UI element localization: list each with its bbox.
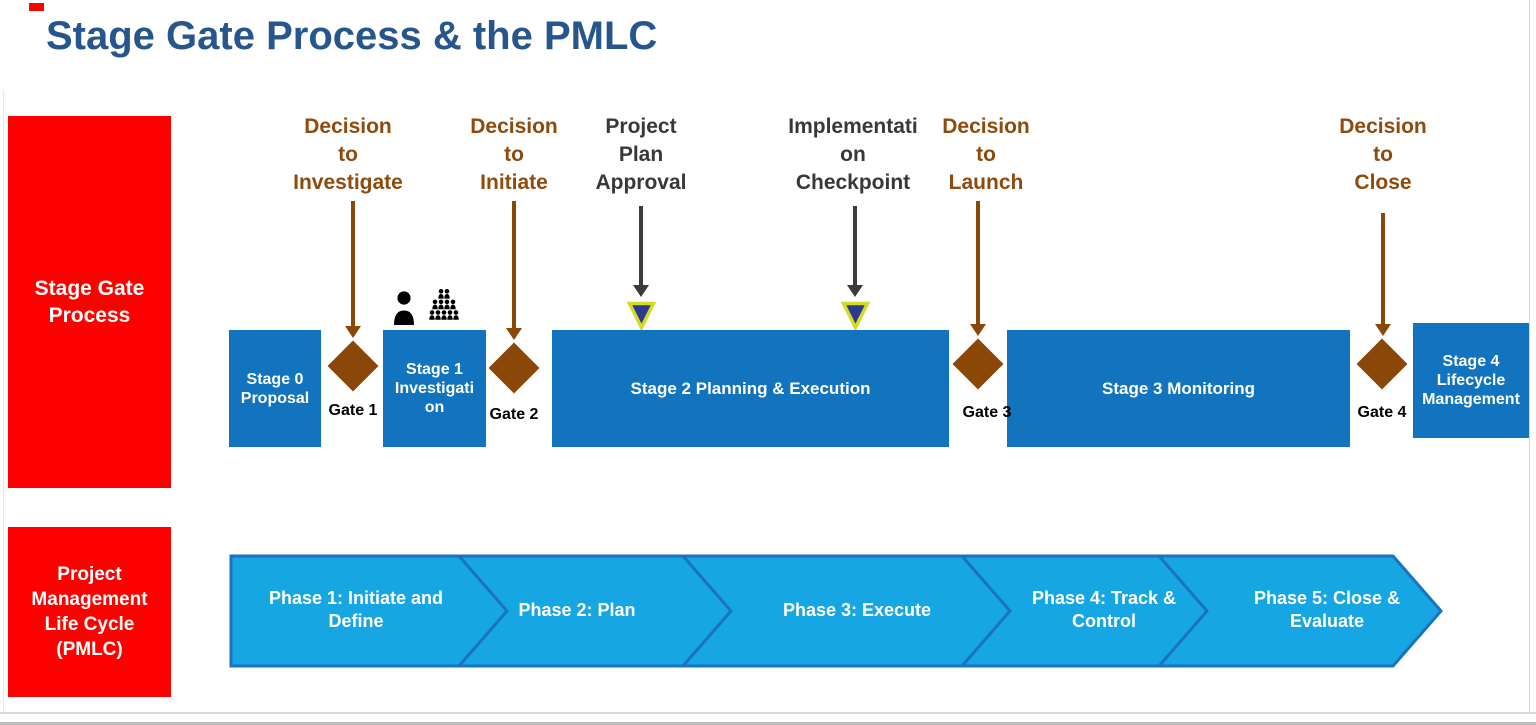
implementation-checkpoint-label: Implementati on Checkpoint	[788, 115, 918, 194]
gate-4-label: Gate 4	[1357, 404, 1407, 421]
person-icon	[394, 291, 414, 325]
gate-2-label: Gate 2	[489, 406, 539, 423]
phase-1-label: Phase 1: Initiate and Define	[268, 588, 444, 631]
phase-3-label: Phase 3: Execute	[782, 600, 932, 620]
team-icon	[429, 289, 459, 320]
pmlc-row-label: Project Management Life Cycle (PMLC)	[8, 527, 171, 697]
checkpoint-triangle-icon	[627, 301, 656, 330]
slide-border-right	[1529, 0, 1530, 714]
decision-to-launch-label: Decision to Launch	[942, 115, 1030, 194]
decision-to-initiate-label: Decision to Initiate	[470, 115, 558, 194]
screen-edge-bottom	[0, 722, 1536, 725]
gate-1-label: Gate 1	[328, 402, 378, 419]
pmlc-phase-band	[229, 554, 1443, 668]
gate-diamond-icon	[327, 340, 379, 392]
stage-box-0-proposal: Stage 0 Proposal	[229, 330, 321, 447]
stage-box-3-monitoring: Stage 3 Monitoring	[1007, 330, 1350, 447]
phase-4-label: Phase 4: Track & Control	[1031, 588, 1177, 631]
slide-border-left	[3, 90, 4, 712]
project-plan-approval-label: Project Plan Approval	[595, 115, 687, 194]
phase-5-label: Phase 5: Close & Evaluate	[1253, 588, 1401, 631]
phase-1-chevron	[229, 554, 509, 668]
page-title: Stage Gate Process & the PMLC	[46, 14, 658, 58]
gate-3-label: Gate 3	[962, 404, 1012, 421]
decision-to-close-label: Decision to Close	[1339, 115, 1427, 194]
stage-box-2-planning-execution: Stage 2 Planning & Execution	[552, 330, 949, 447]
gate-diamond-icon	[952, 338, 1004, 390]
stage-box-4-lifecycle-management: Stage 4 Lifecycle Management	[1413, 323, 1529, 438]
phase-2-label: Phase 2: Plan	[518, 600, 636, 620]
gate-diamond-icon	[1356, 338, 1408, 390]
stage-gate-process-row-label: Stage Gate Process	[8, 116, 171, 488]
gate-diamond-icon	[488, 342, 540, 394]
slide-border-bottom	[0, 712, 1536, 714]
red-marker	[29, 3, 44, 11]
stage-box-1-investigation: Stage 1 Investigati on	[383, 330, 486, 447]
checkpoint-triangle-icon	[841, 301, 870, 330]
decision-to-investigate-label: Decision to Investigate	[293, 115, 403, 194]
